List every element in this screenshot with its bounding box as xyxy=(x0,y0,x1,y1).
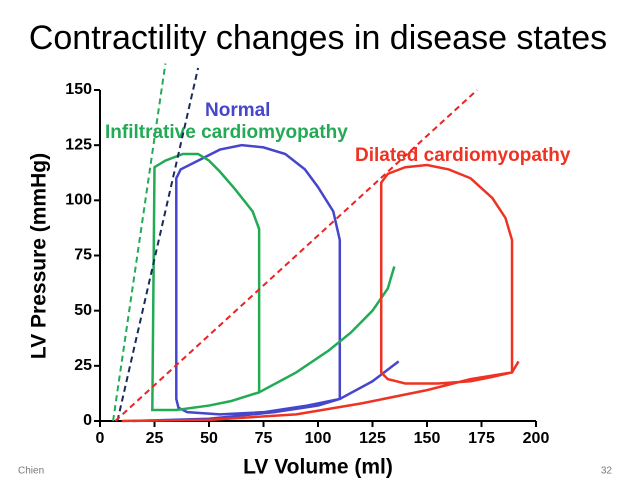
x-tick-label: 25 xyxy=(146,430,164,447)
x-axis-title: LV Volume (ml) xyxy=(243,456,393,479)
series-line xyxy=(112,63,167,422)
series-line xyxy=(151,152,396,412)
series-label: Infiltrative cardiomyopathy xyxy=(105,122,348,143)
y-tick-label: 150 xyxy=(65,81,92,98)
x-tick-label: 200 xyxy=(523,430,550,447)
page-number: 32 xyxy=(601,466,613,477)
series-line xyxy=(132,143,400,423)
x-tick-label: 150 xyxy=(414,430,441,447)
series-label: Dilated cardiomyopathy xyxy=(355,145,571,166)
x-tick-label: 175 xyxy=(468,430,495,447)
x-tick-label: 50 xyxy=(200,430,218,447)
y-axis-title: LV Pressure (mmHg) xyxy=(28,153,51,359)
y-tick-label: 125 xyxy=(65,136,92,153)
series-line xyxy=(121,163,520,423)
y-tick-label: 75 xyxy=(74,247,92,264)
y-tick-label: 100 xyxy=(65,192,92,209)
series-label: Normal xyxy=(205,100,270,121)
slide-title: Contractility changes in disease states xyxy=(29,19,607,57)
y-tick-label: 50 xyxy=(74,302,92,319)
x-tick-label: 100 xyxy=(305,430,332,447)
y-tick-label: 0 xyxy=(83,412,92,429)
footer-author: Chien xyxy=(18,466,44,477)
series-line xyxy=(114,89,478,422)
x-tick-label: 0 xyxy=(96,430,105,447)
x-tick-label: 125 xyxy=(359,430,386,447)
y-tick-label: 25 xyxy=(74,357,92,374)
x-tick-label: 75 xyxy=(255,430,273,447)
series-line xyxy=(116,67,200,422)
